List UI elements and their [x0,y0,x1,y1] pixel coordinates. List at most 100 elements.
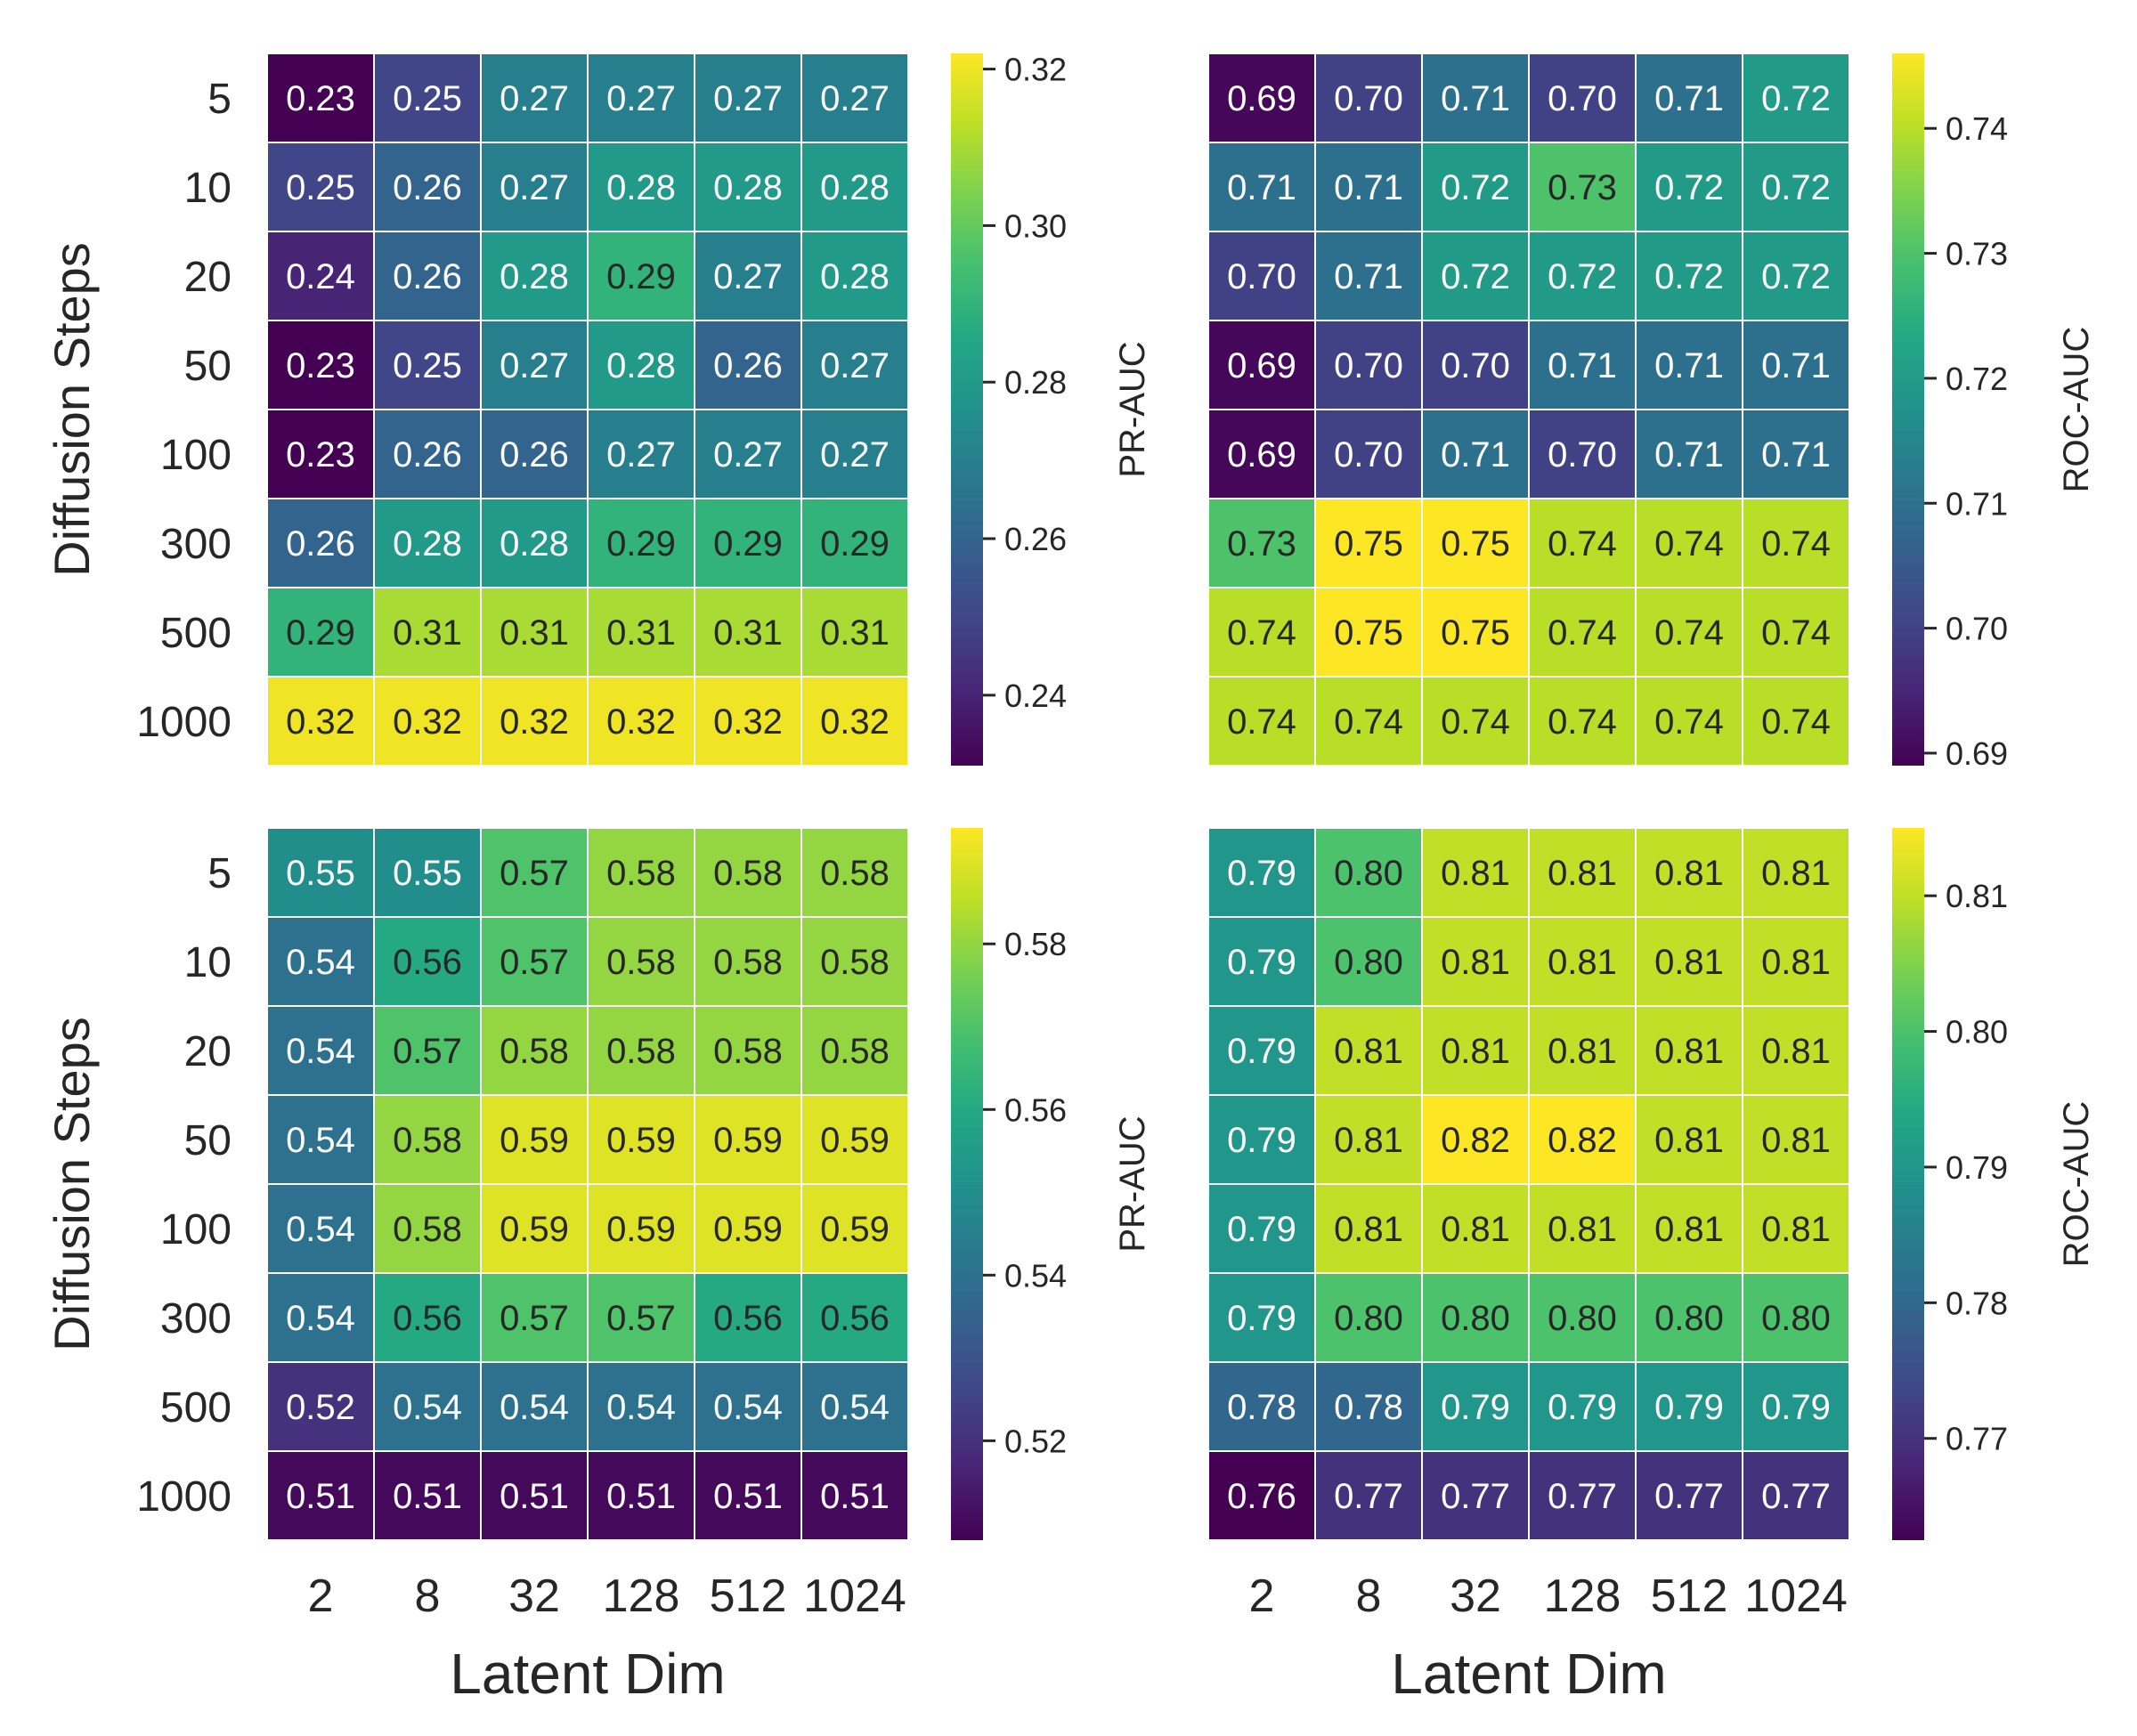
heatmap-cell [694,1183,802,1274]
cell-value-label: 0.71 [1227,168,1296,207]
heatmap-cell [1314,676,1423,767]
cell-value-label: 0.51 [606,1477,676,1516]
cell-value-label: 0.80 [1334,943,1403,982]
heatmap-cell [266,53,375,143]
cell-value-label: 0.72 [1441,168,1510,207]
heatmap-cell [1421,1450,1530,1541]
cell-value-label: 0.31 [500,613,569,653]
cell-value-label: 0.71 [1548,346,1617,385]
heatmap-cell [1314,498,1423,588]
heatmap-cell [1314,1361,1423,1452]
cell-value-label: 0.28 [393,524,462,564]
colorbar-tick-label: 0.26 [1004,521,1067,557]
y-tick-label: 50 [184,1117,232,1164]
heatmap-cell [800,1094,909,1185]
heatmap-cell [1635,409,1743,499]
heatmap-cell [800,409,909,499]
cell-value-label: 0.59 [820,1121,890,1160]
cell-value-label: 0.25 [393,79,462,118]
cell-value-label: 0.54 [393,1388,462,1427]
cell-value-label: 0.26 [713,346,783,385]
cell-value-label: 0.71 [1654,79,1724,118]
heatmap-cell [1421,676,1530,767]
heatmap-cell [480,1361,589,1452]
heatmap-cell [587,498,695,588]
cell-value-label: 0.31 [393,613,462,653]
heatmap-cell [1635,53,1743,143]
cell-value-label: 0.82 [1548,1121,1617,1160]
cell-value-label: 0.28 [606,346,676,385]
cell-value-label: 0.54 [286,943,355,982]
y-tick-label: 50 [184,343,232,390]
colorbar-tick-label: 0.28 [1004,364,1067,401]
colorbar-tick-label: 0.30 [1004,207,1067,244]
heatmap-cell [1528,231,1637,321]
cell-value-label: 0.51 [393,1477,462,1516]
cell-value-label: 0.57 [500,943,569,982]
heatmap-cell [1635,827,1743,918]
heatmap-cell [587,231,695,321]
cell-value-label: 0.71 [1334,257,1403,296]
cell-value-label: 0.57 [606,1299,676,1338]
cell-value-label: 0.58 [713,854,783,893]
cell-value-label: 0.28 [500,257,569,296]
colorbar [1892,53,1924,766]
cell-value-label: 0.77 [1334,1477,1403,1516]
heatmap-cell [800,1005,909,1096]
y-tick-label: 5 [207,850,232,897]
cell-value-label: 0.52 [286,1388,355,1427]
heatmap-cell [800,498,909,588]
cell-value-label: 0.71 [1441,435,1510,475]
cell-value-label: 0.23 [286,79,355,118]
colorbar-tick-label: 0.24 [1004,677,1067,714]
heatmap-cell [1742,498,1850,588]
cell-value-label: 0.56 [713,1299,783,1338]
colorbar-tick-label: 0.71 [1946,485,2008,522]
cell-value-label: 0.26 [286,524,355,564]
cell-value-label: 0.70 [1227,257,1296,296]
heatmap-cell [1314,1450,1423,1541]
cell-value-label: 0.28 [500,524,569,564]
heatmap-cell [266,1361,375,1452]
cell-value-label: 0.81 [1334,1032,1403,1071]
cell-value-label: 0.81 [1761,1121,1831,1160]
cell-value-label: 0.81 [1654,943,1724,982]
cell-value-label: 0.74 [1548,613,1617,653]
cell-value-label: 0.29 [820,524,890,564]
cell-value-label: 0.54 [286,1299,355,1338]
cell-value-label: 0.72 [1761,257,1831,296]
cell-value-label: 0.81 [1441,854,1510,893]
cell-value-label: 0.81 [1548,943,1617,982]
cell-value-label: 0.70 [1334,346,1403,385]
cell-value-label: 0.28 [713,168,783,207]
heatmap-cell [1635,1094,1743,1185]
cell-value-label: 0.79 [1654,1388,1724,1427]
heatmap-cell [800,142,909,232]
cell-value-label: 0.72 [1654,168,1724,207]
cell-value-label: 0.80 [1334,854,1403,893]
heatmap-cell [694,916,802,1007]
heatmap-cell [1528,1272,1637,1363]
cell-value-label: 0.51 [500,1477,569,1516]
cell-value-label: 0.54 [606,1388,676,1427]
heatmap-cell [1314,916,1423,1007]
x-tick-label: 1024 [803,1570,906,1622]
colorbar-tick-label: 0.69 [1946,735,2008,772]
heatmap-cell [694,1094,802,1185]
cell-value-label: 0.24 [286,257,355,296]
cell-value-label: 0.74 [1548,702,1617,742]
heatmap-cell [587,827,695,918]
cell-value-label: 0.26 [393,257,462,296]
cell-value-label: 0.28 [820,168,890,207]
heatmap-cell [480,1094,589,1185]
heatmap-cell [1207,409,1316,499]
cell-value-label: 0.29 [286,613,355,653]
heatmap-cell [480,676,589,767]
heatmap-cell [1742,409,1850,499]
heatmap-cell [1421,1272,1530,1363]
cell-value-label: 0.79 [1227,854,1296,893]
colorbar-tick-label: 0.80 [1946,1014,2008,1051]
cell-value-label: 0.81 [1548,854,1617,893]
cell-value-label: 0.31 [606,613,676,653]
cell-value-label: 0.79 [1548,1388,1617,1427]
